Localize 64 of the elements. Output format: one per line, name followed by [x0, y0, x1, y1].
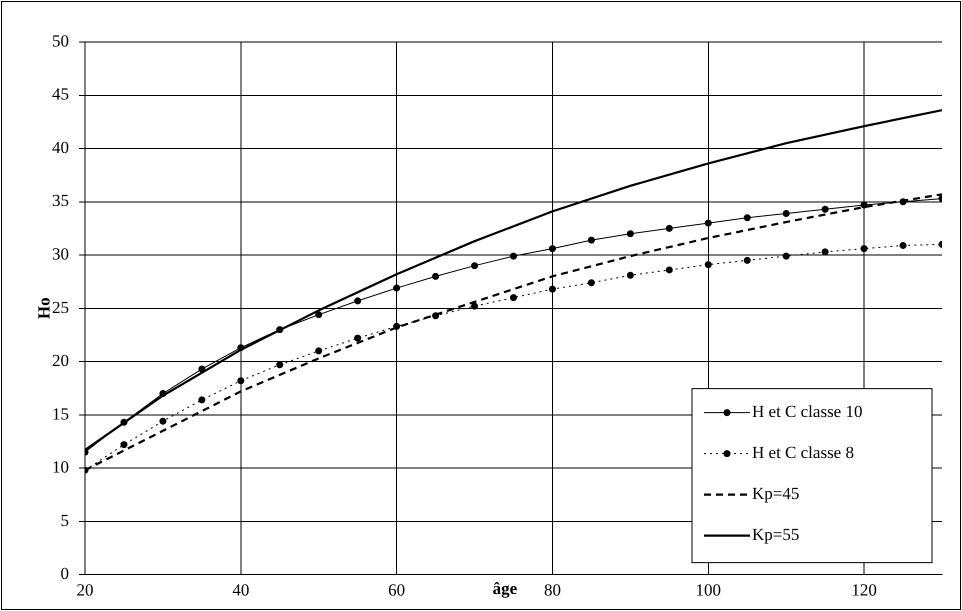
- point: [471, 302, 478, 310]
- y-tick-label: 0: [60, 564, 69, 584]
- x-tick-label: 80: [544, 580, 561, 600]
- y-tick-label: 20: [52, 351, 69, 370]
- point: [666, 266, 673, 274]
- point: [548, 286, 556, 293]
- point: [626, 230, 634, 238]
- y-tick-label: 35: [52, 191, 69, 210]
- point: [744, 256, 751, 264]
- y-axis-title: Ho: [34, 297, 54, 320]
- point: [548, 245, 556, 252]
- point: [237, 344, 244, 352]
- x-tick-label: 120: [851, 580, 877, 600]
- point: [471, 262, 478, 270]
- point: [822, 206, 829, 213]
- point: [315, 311, 322, 318]
- point: [900, 242, 907, 249]
- y-tick-label: 40: [52, 138, 69, 157]
- x-axis-title: âge: [492, 578, 518, 598]
- point: [432, 312, 440, 320]
- y-tick-label: 25: [52, 298, 69, 317]
- point: [315, 347, 322, 354]
- point: [198, 366, 206, 373]
- x-tick-label: 20: [76, 580, 94, 600]
- point: [120, 418, 128, 426]
- point: [159, 390, 166, 398]
- x-tick-label: 60: [388, 580, 406, 600]
- y-tick-label: 10: [52, 458, 69, 477]
- point: [159, 418, 166, 425]
- y-tick-label: 50: [52, 31, 69, 50]
- point: [510, 294, 517, 302]
- point: [744, 214, 751, 222]
- point: [704, 261, 712, 268]
- point: [198, 396, 206, 404]
- point: [782, 252, 790, 260]
- legend-label: H et C classe 10: [752, 402, 862, 422]
- legend-label: Kp=55: [752, 525, 800, 544]
- point: [276, 326, 284, 334]
- point: [588, 279, 595, 286]
- y-tick-label: 30: [52, 244, 69, 264]
- point: [393, 322, 400, 330]
- legend-label: Kp=45: [752, 484, 800, 504]
- x-tick-label: 40: [232, 580, 250, 600]
- x-tick-label: 100: [696, 580, 722, 600]
- y-tick-label: 45: [52, 84, 69, 104]
- point: [666, 224, 673, 232]
- point: [782, 210, 790, 217]
- point: [120, 441, 128, 448]
- point: [237, 377, 244, 384]
- legend-label: H et C classe 8: [752, 443, 854, 462]
- y-tick-label: 5: [60, 510, 69, 530]
- point: [822, 248, 829, 256]
- point: [393, 284, 400, 292]
- point: [354, 334, 362, 342]
- point: [432, 272, 440, 280]
- point: [510, 252, 517, 260]
- point: [626, 272, 634, 279]
- point: [704, 220, 712, 227]
- point: [900, 198, 907, 206]
- y-tick-label: 15: [52, 404, 69, 424]
- point: [860, 245, 868, 252]
- point: [588, 236, 595, 244]
- point: [354, 297, 362, 304]
- point: [276, 361, 284, 368]
